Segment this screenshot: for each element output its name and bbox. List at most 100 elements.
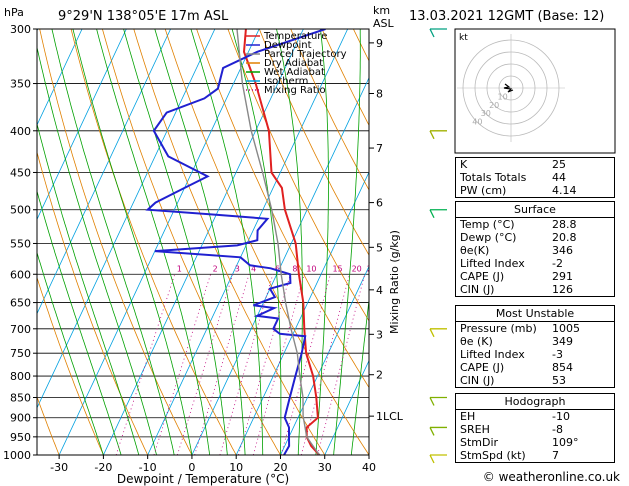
wet-adiabat xyxy=(315,29,329,455)
dry-adiabat xyxy=(133,29,326,455)
pressure-tick-label: 850 xyxy=(10,391,31,404)
mixing-ratio-label: 8 xyxy=(292,264,297,273)
surface-row: Dewp (°C) 20.8 xyxy=(460,231,577,244)
km-tick-label: 9 xyxy=(376,37,383,50)
wet-adiabat xyxy=(72,29,193,455)
wet-adiabat xyxy=(51,29,175,455)
wind-barb xyxy=(429,454,447,464)
isotherm xyxy=(58,29,260,455)
most-unstable-row: CAPE (J) 854 xyxy=(460,361,573,374)
mixing-ratio-line xyxy=(238,274,291,455)
km-tick-label: 1LCL xyxy=(376,410,404,423)
mixing-ratio-line xyxy=(219,274,274,455)
index-row-totals: Totals Totals 44 xyxy=(460,171,566,184)
pressure-tick-label: 750 xyxy=(10,347,31,360)
mixing-ratio-line xyxy=(280,274,331,455)
km-tick-label: 3 xyxy=(376,328,383,341)
isotherm xyxy=(324,359,369,455)
pressure-tick-label: 700 xyxy=(10,323,31,336)
pressure-tick-label: 500 xyxy=(10,204,31,217)
isotherm xyxy=(37,29,83,126)
pressure-tick-label: 600 xyxy=(10,268,31,281)
mixing-ratio-axis-label: Mixing Ratio (g/kg) xyxy=(388,230,401,334)
x-tick-label: 0 xyxy=(188,461,195,474)
surface-table: Surface Temp (°C) 28.8 Dewp (°C) 20.8 θe(K… xyxy=(455,201,615,297)
hodograph-ring-label: 30 xyxy=(481,109,491,118)
legend-label: Wet Adiabat xyxy=(264,67,325,78)
x-axis-label: Dewpoint / Temperature (°C) xyxy=(117,472,289,486)
indices-table: K 25 Totals Totals 44 PW (cm) 4.14 xyxy=(455,157,615,198)
km-label: km xyxy=(373,4,390,17)
mixing-ratio-label: 3 xyxy=(235,264,240,273)
dry-adiabat xyxy=(290,29,369,191)
isotherm xyxy=(37,29,127,221)
pressure-tick-label: 650 xyxy=(10,297,31,310)
hpa-label: hPa xyxy=(4,6,24,19)
x-tick-label: 40 xyxy=(362,461,376,474)
mixing-ratio-label: 1 xyxy=(177,264,182,273)
surface-title: Surface xyxy=(456,202,614,218)
km-tick-label: 8 xyxy=(376,88,383,101)
pressure-tick-label: 450 xyxy=(10,166,31,179)
series-temperature xyxy=(242,29,321,455)
mixing-ratio-label: 2 xyxy=(213,264,218,273)
hodograph-unit-label: kt xyxy=(459,33,468,43)
legend-label: Mixing Ratio xyxy=(264,85,326,96)
wind-barbs xyxy=(429,28,447,464)
wind-barb xyxy=(429,426,447,436)
dry-adiabat xyxy=(39,29,193,455)
wind-barb xyxy=(429,209,447,219)
hodograph-trace xyxy=(503,83,514,93)
isotherm xyxy=(235,171,369,455)
wet-adiabat xyxy=(37,45,157,455)
km-tick-label: 5 xyxy=(376,241,383,254)
most-unstable-row: CIN (J) 53 xyxy=(460,374,566,387)
mixing-ratio-line xyxy=(115,274,176,455)
legend-label: Temperature xyxy=(263,31,327,42)
surface-row: CIN (J) 126 xyxy=(460,283,573,296)
index-row-k: K 25 xyxy=(460,158,566,171)
hodograph-row: SREH -8 xyxy=(460,423,563,436)
index-row-pw: PW (cm) 4.14 xyxy=(460,184,577,197)
wet-adiabat xyxy=(96,29,210,455)
wet-adiabat xyxy=(154,29,246,455)
isotherm xyxy=(191,76,369,455)
credit-text: © weatheronline.co.uk xyxy=(483,470,620,484)
wet-adiabat xyxy=(333,29,361,455)
mixing-ratio-label: 6 xyxy=(275,264,280,273)
wet-adiabat xyxy=(190,29,264,455)
pressure-tick-label: 800 xyxy=(10,370,31,383)
pressure-tick-label: 300 xyxy=(10,23,31,36)
pressure-tick-label: 350 xyxy=(10,78,31,91)
wet-adiabat xyxy=(37,189,122,455)
dry-adiabat xyxy=(37,395,60,455)
legend-label: Parcel Trajectory xyxy=(264,49,347,60)
surface-row: Temp (°C) 28.8 xyxy=(460,218,577,231)
hodograph-title: Hodograph xyxy=(456,394,614,410)
hodograph-row: EH -10 xyxy=(460,410,570,423)
hodograph-ring-label: 20 xyxy=(489,101,499,110)
wind-barb xyxy=(429,396,447,406)
mixing-ratio-line xyxy=(153,274,211,455)
legend-label: Dewpoint xyxy=(264,40,312,51)
x-tick-label: 30 xyxy=(318,461,332,474)
dry-adiabat xyxy=(70,29,237,455)
most-unstable-title: Most Unstable xyxy=(456,306,614,322)
km-tick-label: 6 xyxy=(376,197,383,210)
wind-barb xyxy=(429,130,447,140)
dry-adiabat xyxy=(258,29,369,256)
km-tick-label: 4 xyxy=(376,284,383,297)
mixing-ratio-label: 25 xyxy=(367,264,377,273)
hodograph-ring-label: 40 xyxy=(472,118,482,127)
dry-adiabat xyxy=(164,29,369,455)
km-tick-label: 2 xyxy=(376,369,383,382)
x-tick-label: 20 xyxy=(273,461,287,474)
plot-frame xyxy=(36,28,370,456)
most-unstable-row: Lifted Index -3 xyxy=(460,348,563,361)
x-tick-label: 10 xyxy=(229,461,243,474)
dry-adiabat xyxy=(227,29,369,322)
most-unstable-row: Pressure (mb) 1005 xyxy=(460,322,580,335)
